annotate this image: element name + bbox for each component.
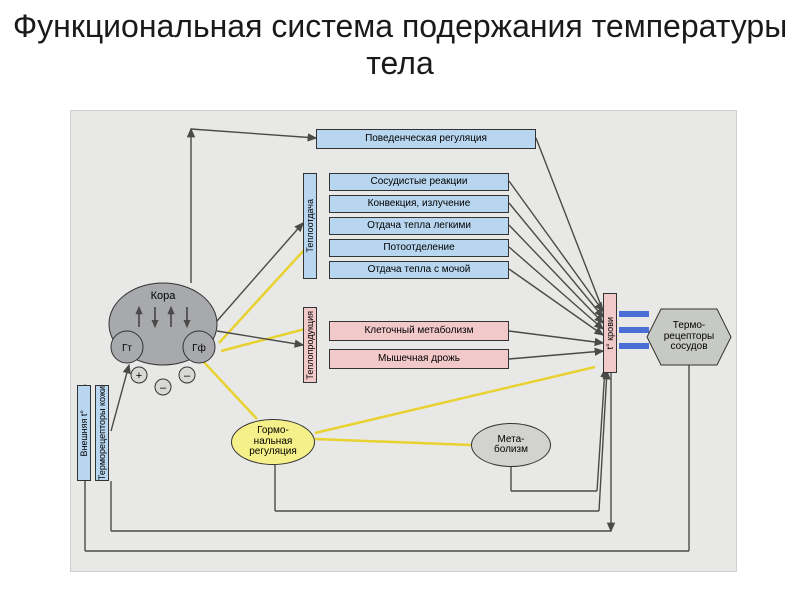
node-metab: Мета- болизм (471, 423, 551, 467)
svg-text:–: – (184, 370, 191, 382)
vlabel-v_env: Внешняя t° (77, 385, 91, 481)
svg-text:Гф: Гф (192, 342, 206, 354)
node-vasc: Сосудистые реакции (329, 173, 509, 191)
node-hex: Термо- рецепторы сосудов (647, 309, 731, 365)
node-cellmet: Клеточный метаболизм (329, 321, 509, 341)
vlabel-v_heat_prod: Теплопродукция (303, 307, 317, 383)
vlabel-v_heat_loss: Теплоотдача (303, 173, 317, 279)
vlabel-v_skin: Терморецепторы кожи (95, 385, 109, 481)
diagram-canvas: Кора Гт Гф + – – Поведенческая регуляция Сосуд… (70, 110, 737, 572)
vlabel-v_tblood: t° крови (603, 293, 617, 373)
svg-text:Гт: Гт (122, 343, 132, 354)
node-lungs: Отдача тепла легкими (329, 217, 509, 235)
node-conv: Конвекция, излучение (329, 195, 509, 213)
svg-text:Кора: Кора (151, 290, 177, 302)
node-behav: Поведенческая регуляция (316, 129, 536, 149)
page-title: Функциональная система подержания темпер… (0, 8, 800, 82)
svg-text:+: + (136, 370, 142, 382)
node-sweat: Потоотделение (329, 239, 509, 257)
svg-text:–: – (160, 382, 167, 394)
node-shiver: Мышечная дрожь (329, 349, 509, 369)
node-horm: Гормо- нальная регуляция (231, 419, 315, 465)
node-urine: Отдача тепла с мочой (329, 261, 509, 279)
